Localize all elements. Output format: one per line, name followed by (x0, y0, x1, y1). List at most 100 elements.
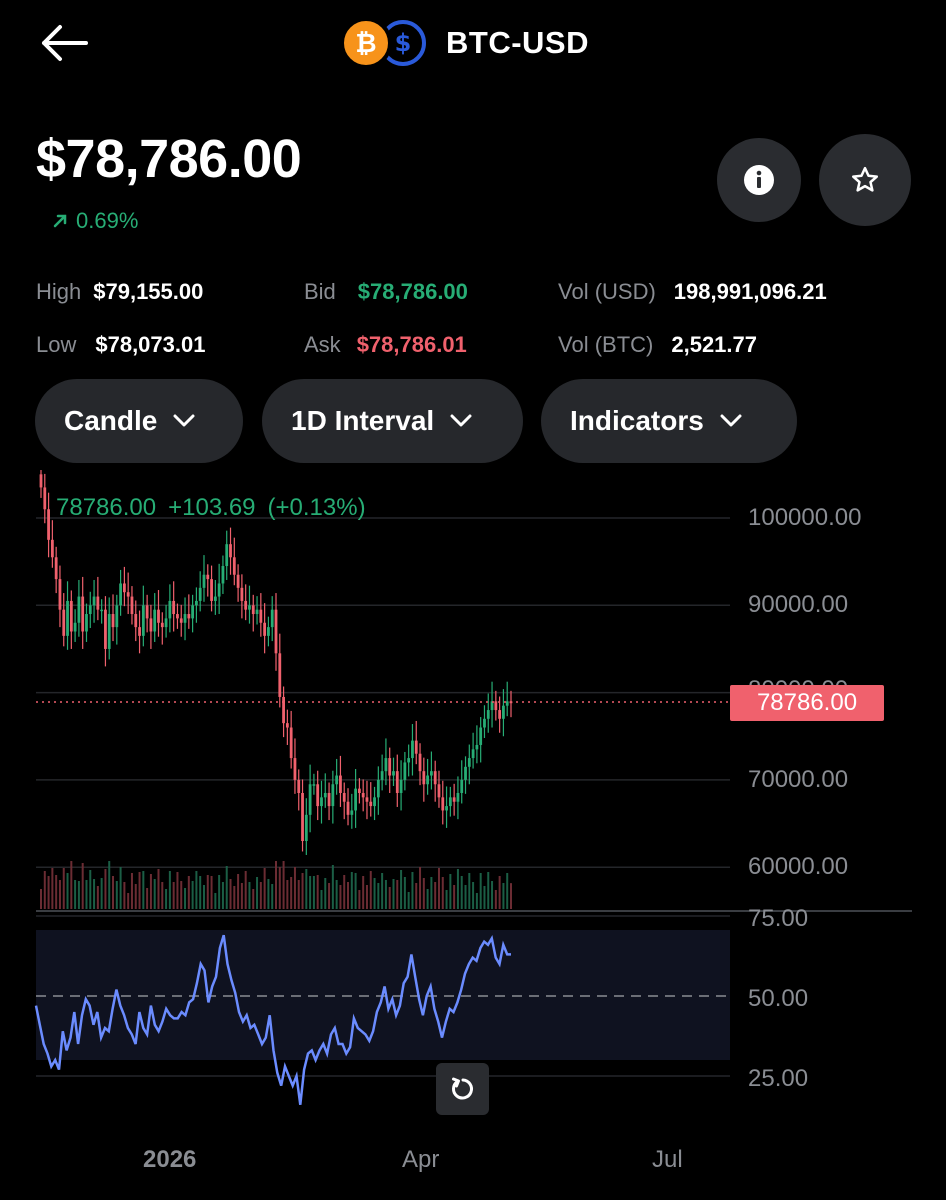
back-button[interactable] (36, 20, 92, 66)
bid-value: $78,786.00 (357, 279, 468, 304)
volume-bar (229, 879, 232, 909)
candle-body (251, 605, 255, 615)
volume-bar (70, 861, 73, 909)
rsi-axis-label: 75.00 (748, 905, 809, 932)
candle-body (342, 792, 346, 802)
volume-bar (369, 871, 372, 909)
interval-dropdown[interactable]: 1D Interval (262, 379, 523, 463)
volume-bar (237, 874, 240, 909)
candle-body (384, 758, 388, 772)
y-axis-label: 60000.00 (748, 853, 849, 880)
candle-body (39, 474, 43, 488)
candle-body (350, 810, 354, 815)
candle-body (119, 583, 122, 606)
volume-bar (55, 875, 58, 909)
vol-usd-label: Vol (USD) (558, 279, 656, 304)
candle-body (323, 792, 327, 798)
current-price: $78,786.00 (36, 129, 302, 189)
candle-body (422, 771, 426, 785)
candle-body (92, 596, 96, 606)
bitcoin-icon: ₿ (340, 17, 392, 69)
candle-body (210, 579, 213, 601)
candle-body (479, 727, 483, 745)
vol-btc-value: 2,521.77 (671, 332, 757, 357)
candle-body (320, 797, 323, 807)
y-axis-label: 70000.00 (748, 766, 849, 793)
candle-body (187, 614, 191, 619)
volume-bar (464, 885, 467, 909)
volume-bar (104, 869, 107, 909)
candle-body (100, 609, 104, 612)
candle-body (134, 614, 138, 628)
candle-body (96, 596, 100, 610)
candle-body (448, 797, 452, 807)
candle-body (198, 587, 202, 601)
volume-bar (381, 873, 384, 909)
candle-body (107, 614, 111, 649)
volume-bar (271, 884, 274, 909)
candle-body (145, 605, 149, 619)
volume-bar (259, 882, 262, 909)
volume-bar (187, 876, 190, 909)
candle-body (399, 779, 403, 793)
volume-bar (184, 888, 187, 909)
volume-bar (233, 886, 236, 909)
candle-body (502, 705, 505, 719)
candle-body (225, 544, 229, 567)
volume-bar (51, 868, 54, 909)
candle-body (445, 806, 448, 811)
candle-body (335, 775, 339, 785)
volume-bar (445, 890, 448, 909)
volume-bar (74, 880, 77, 909)
volume-bar (40, 889, 42, 909)
candle-body (411, 740, 414, 759)
volume-bar (149, 874, 152, 909)
chevron-down-icon (450, 414, 472, 427)
candle-body (414, 740, 418, 754)
volume-bar (479, 873, 482, 909)
stat-ask: Ask $78,786.01 (304, 332, 467, 358)
rsi-axis-label: 25.00 (748, 1065, 809, 1092)
candle-body (73, 622, 77, 632)
volume-bar (134, 884, 137, 909)
star-icon (852, 166, 878, 192)
candle-body (403, 762, 407, 780)
volume-bar (328, 883, 331, 909)
candle-body (50, 539, 54, 558)
stat-vol-usd: Vol (USD) 198,991,096.21 (558, 279, 827, 305)
price-change-value: 0.69% (76, 208, 139, 233)
volume-bar (256, 877, 259, 909)
volume-bar (180, 881, 183, 909)
price-chart[interactable] (0, 470, 946, 1130)
volume-bar (89, 870, 92, 909)
back-arrow-icon (42, 25, 88, 61)
volume-bar (66, 873, 69, 909)
candle-body (213, 596, 217, 601)
volume-bar (422, 878, 425, 909)
volume-bar (498, 876, 501, 909)
stat-bid: Bid $78,786.00 (304, 279, 468, 305)
interval-label: 1D Interval (291, 405, 435, 436)
volume-bar (195, 871, 198, 909)
volume-bar (468, 873, 471, 909)
candle-body (346, 801, 350, 815)
candle-body (433, 771, 437, 785)
candle-body (304, 814, 308, 842)
x-axis-label: 2026 (143, 1146, 197, 1173)
candle-body (430, 771, 433, 776)
volume-bar (312, 876, 315, 909)
volume-bar (127, 893, 130, 909)
candle-body (505, 701, 509, 706)
volume-bar (403, 877, 406, 909)
favorite-button[interactable] (819, 134, 911, 226)
reset-chart-button[interactable] (436, 1063, 489, 1115)
chart-type-dropdown[interactable]: Candle (35, 379, 243, 463)
info-button[interactable] (717, 138, 801, 222)
volume-bar (441, 877, 444, 909)
trend-up-icon (53, 214, 67, 228)
candle-body (373, 797, 376, 807)
candle-body (376, 779, 380, 798)
volume-bar (248, 882, 251, 909)
volume-bar (502, 883, 505, 909)
indicators-dropdown[interactable]: Indicators (541, 379, 797, 463)
